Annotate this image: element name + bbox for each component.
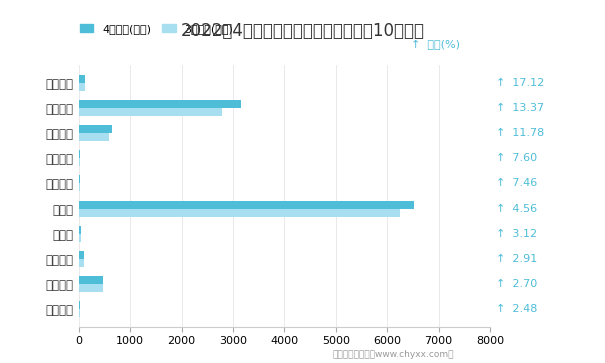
Bar (79, 108, 222, 116)
Bar (79, 100, 241, 108)
Text: ↑  增幅(%): ↑ 增幅(%) (411, 40, 460, 50)
Bar (79, 75, 85, 83)
Text: ↑  3.12: ↑ 3.12 (496, 229, 537, 239)
Bar (79, 309, 80, 317)
Bar (79, 158, 80, 166)
Bar (79, 125, 113, 133)
Bar (79, 259, 83, 267)
Text: ↑  17.12: ↑ 17.12 (496, 78, 544, 88)
Text: ↑  4.56: ↑ 4.56 (496, 204, 537, 213)
Bar (79, 276, 103, 284)
Text: ↑  2.70: ↑ 2.70 (496, 279, 537, 289)
Text: ↑  2.91: ↑ 2.91 (496, 254, 537, 264)
Text: ↑  11.78: ↑ 11.78 (496, 128, 544, 138)
Bar (79, 200, 414, 209)
Legend: 4月市值(亿元), 3月市值(亿元): 4月市值(亿元), 3月市值(亿元) (80, 24, 234, 34)
Text: 制图：智研咨询（www.chyxx.com）: 制图：智研咨询（www.chyxx.com） (333, 350, 454, 359)
Bar (79, 175, 80, 183)
Bar (79, 150, 80, 158)
Text: ↑  2.48: ↑ 2.48 (496, 304, 537, 314)
Bar (79, 284, 103, 292)
Bar (79, 183, 80, 192)
Bar (79, 133, 109, 141)
Text: ↑  13.37: ↑ 13.37 (496, 103, 544, 113)
Bar (79, 209, 400, 217)
Bar (79, 83, 85, 91)
Bar (79, 301, 80, 309)
Text: 2022年4月四川省市值环比增幅最大前10强企业: 2022年4月四川省市值环比增幅最大前10强企业 (180, 22, 425, 40)
Text: ↑  7.60: ↑ 7.60 (496, 153, 537, 163)
Bar (79, 234, 81, 242)
Bar (79, 226, 81, 234)
Bar (79, 251, 84, 259)
Text: ↑  7.46: ↑ 7.46 (496, 179, 537, 188)
